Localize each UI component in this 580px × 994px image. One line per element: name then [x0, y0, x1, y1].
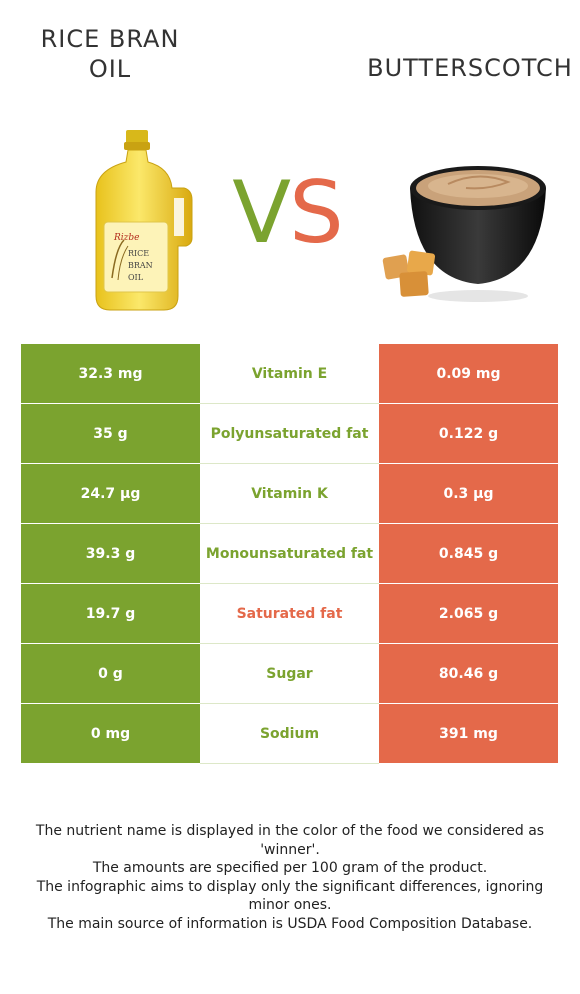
nutrient-name-cell: Saturated fat	[200, 584, 379, 644]
left-food-title: RICE BRAN OIL	[20, 24, 200, 84]
table-row: 35 g Polyunsaturated fat 0.122 g	[21, 404, 558, 464]
butterscotch-bowl-image	[382, 166, 546, 302]
right-value-cell: 0.3 µg	[379, 464, 558, 524]
nutrient-name-cell: Vitamin E	[200, 344, 379, 404]
nutrient-name-cell: Vitamin K	[200, 464, 379, 524]
right-value-cell: 391 mg	[379, 704, 558, 764]
nutrient-name-cell: Sodium	[200, 704, 379, 764]
left-value-cell: 19.7 g	[21, 584, 200, 644]
right-value-cell: 2.065 g	[379, 584, 558, 644]
versus-v: V	[232, 163, 291, 263]
left-value-cell: 32.3 mg	[21, 344, 200, 404]
table-row: 0 g Sugar 80.46 g	[21, 644, 558, 704]
rice-bran-oil-bottle-image: Rizbe RICE BRAN OIL	[95, 130, 193, 311]
bottle-label-line1: RICE	[128, 249, 149, 258]
right-value-cell: 0.09 mg	[379, 344, 558, 404]
left-food-title-line2: OIL	[88, 55, 132, 83]
footnote-1: The nutrient name is displayed in the co…	[35, 823, 545, 858]
footnote-2: The amounts are specified per 100 gram o…	[92, 860, 488, 876]
table-row: 19.7 g Saturated fat 2.065 g	[21, 584, 558, 644]
bottle-label-line3: OIL	[128, 273, 144, 282]
nutrient-name-cell: Monounsaturated fat	[200, 524, 379, 584]
nutrient-name-cell: Sugar	[200, 644, 379, 704]
footnotes: The nutrient name is displayed in the co…	[20, 822, 560, 933]
right-value-cell: 0.845 g	[379, 524, 558, 584]
table-row: 0 mg Sodium 391 mg	[21, 704, 558, 764]
left-value-cell: 24.7 µg	[21, 464, 200, 524]
left-value-cell: 0 mg	[21, 704, 200, 764]
footnote-3: The infographic aims to display only the…	[36, 878, 544, 914]
bottle-brand-text: Rizbe	[113, 233, 139, 243]
nutrient-comparison-table: 32.3 mg Vitamin E 0.09 mg 35 g Polyunsaturat…	[21, 344, 558, 764]
table-row: 39.3 g Monounsaturated fat 0.845 g	[21, 524, 558, 584]
nutrient-name-cell: Polyunsaturated fat	[200, 404, 379, 464]
versus-label: VS	[222, 168, 352, 258]
bottle-label-line2: BRAN	[128, 261, 153, 270]
right-value-cell: 0.122 g	[379, 404, 558, 464]
left-value-cell: 39.3 g	[21, 524, 200, 584]
versus-s: S	[289, 163, 344, 263]
footnote-4: The main source of information is USDA F…	[47, 915, 533, 932]
left-value-cell: 0 g	[21, 644, 200, 704]
right-food-title: BUTTERSCOTCH	[367, 54, 573, 82]
left-value-cell: 35 g	[21, 404, 200, 464]
table-row: 24.7 µg Vitamin K 0.3 µg	[21, 464, 558, 524]
table-row: 32.3 mg Vitamin E 0.09 mg	[21, 344, 558, 404]
left-food-title-line1: RICE BRAN	[40, 25, 180, 53]
right-value-cell: 80.46 g	[379, 644, 558, 704]
